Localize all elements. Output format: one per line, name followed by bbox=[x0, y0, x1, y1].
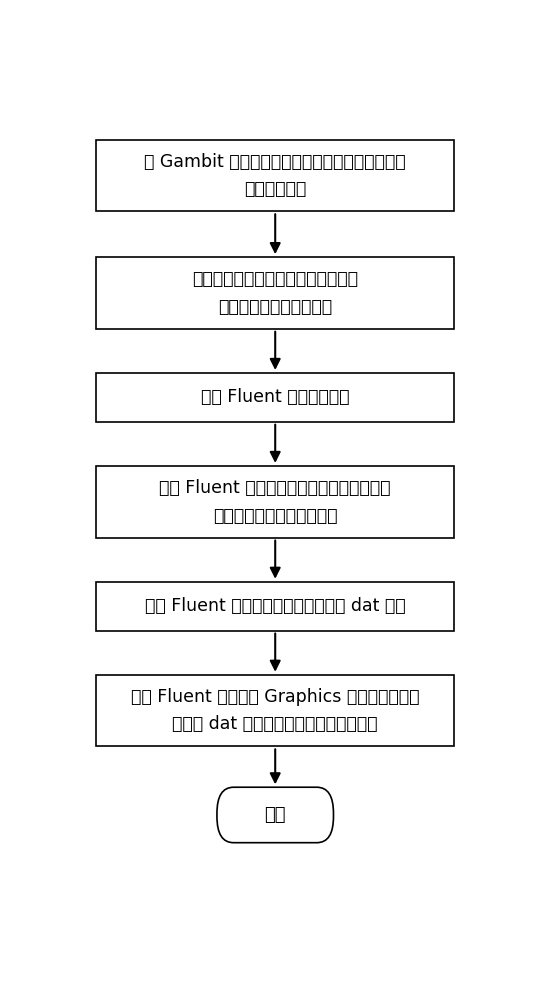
Text: 在 Gambit 中建立二维平壁、多孔介质顺排和插排
三种几何模型: 在 Gambit 中建立二维平壁、多孔介质顺排和插排 三种几何模型 bbox=[144, 153, 406, 198]
FancyBboxPatch shape bbox=[217, 787, 333, 843]
FancyBboxPatch shape bbox=[96, 373, 454, 422]
FancyBboxPatch shape bbox=[96, 466, 454, 538]
Text: 设置 Fluent 中的物性条件，边界条件和计算
步长等参数，然后进行计算: 设置 Fluent 中的物性条件，边界条件和计算 步长等参数，然后进行计算 bbox=[159, 479, 391, 525]
FancyBboxPatch shape bbox=[96, 582, 454, 631]
Text: 结束: 结束 bbox=[264, 806, 286, 824]
FancyBboxPatch shape bbox=[96, 675, 454, 746]
Text: 利用 Fluent 软件计的 Graphics 选项得到三种模
型对应 dat 文件的柴油质量分数分布云图: 利用 Fluent 软件计的 Graphics 选项得到三种模 型对应 dat … bbox=[131, 688, 419, 733]
FancyBboxPatch shape bbox=[96, 257, 454, 329]
FancyBboxPatch shape bbox=[96, 140, 454, 211]
Text: 将三种几何模型分别划分网格、设定
边界条件并输出网格文件: 将三种几何模型分别划分网格、设定 边界条件并输出网格文件 bbox=[192, 270, 358, 316]
Text: 通过 Fluent 软件分别读取三种模型的 dat 文件: 通过 Fluent 软件分别读取三种模型的 dat 文件 bbox=[145, 597, 405, 615]
Text: 通过 Fluent 读入网格文件: 通过 Fluent 读入网格文件 bbox=[201, 388, 350, 406]
